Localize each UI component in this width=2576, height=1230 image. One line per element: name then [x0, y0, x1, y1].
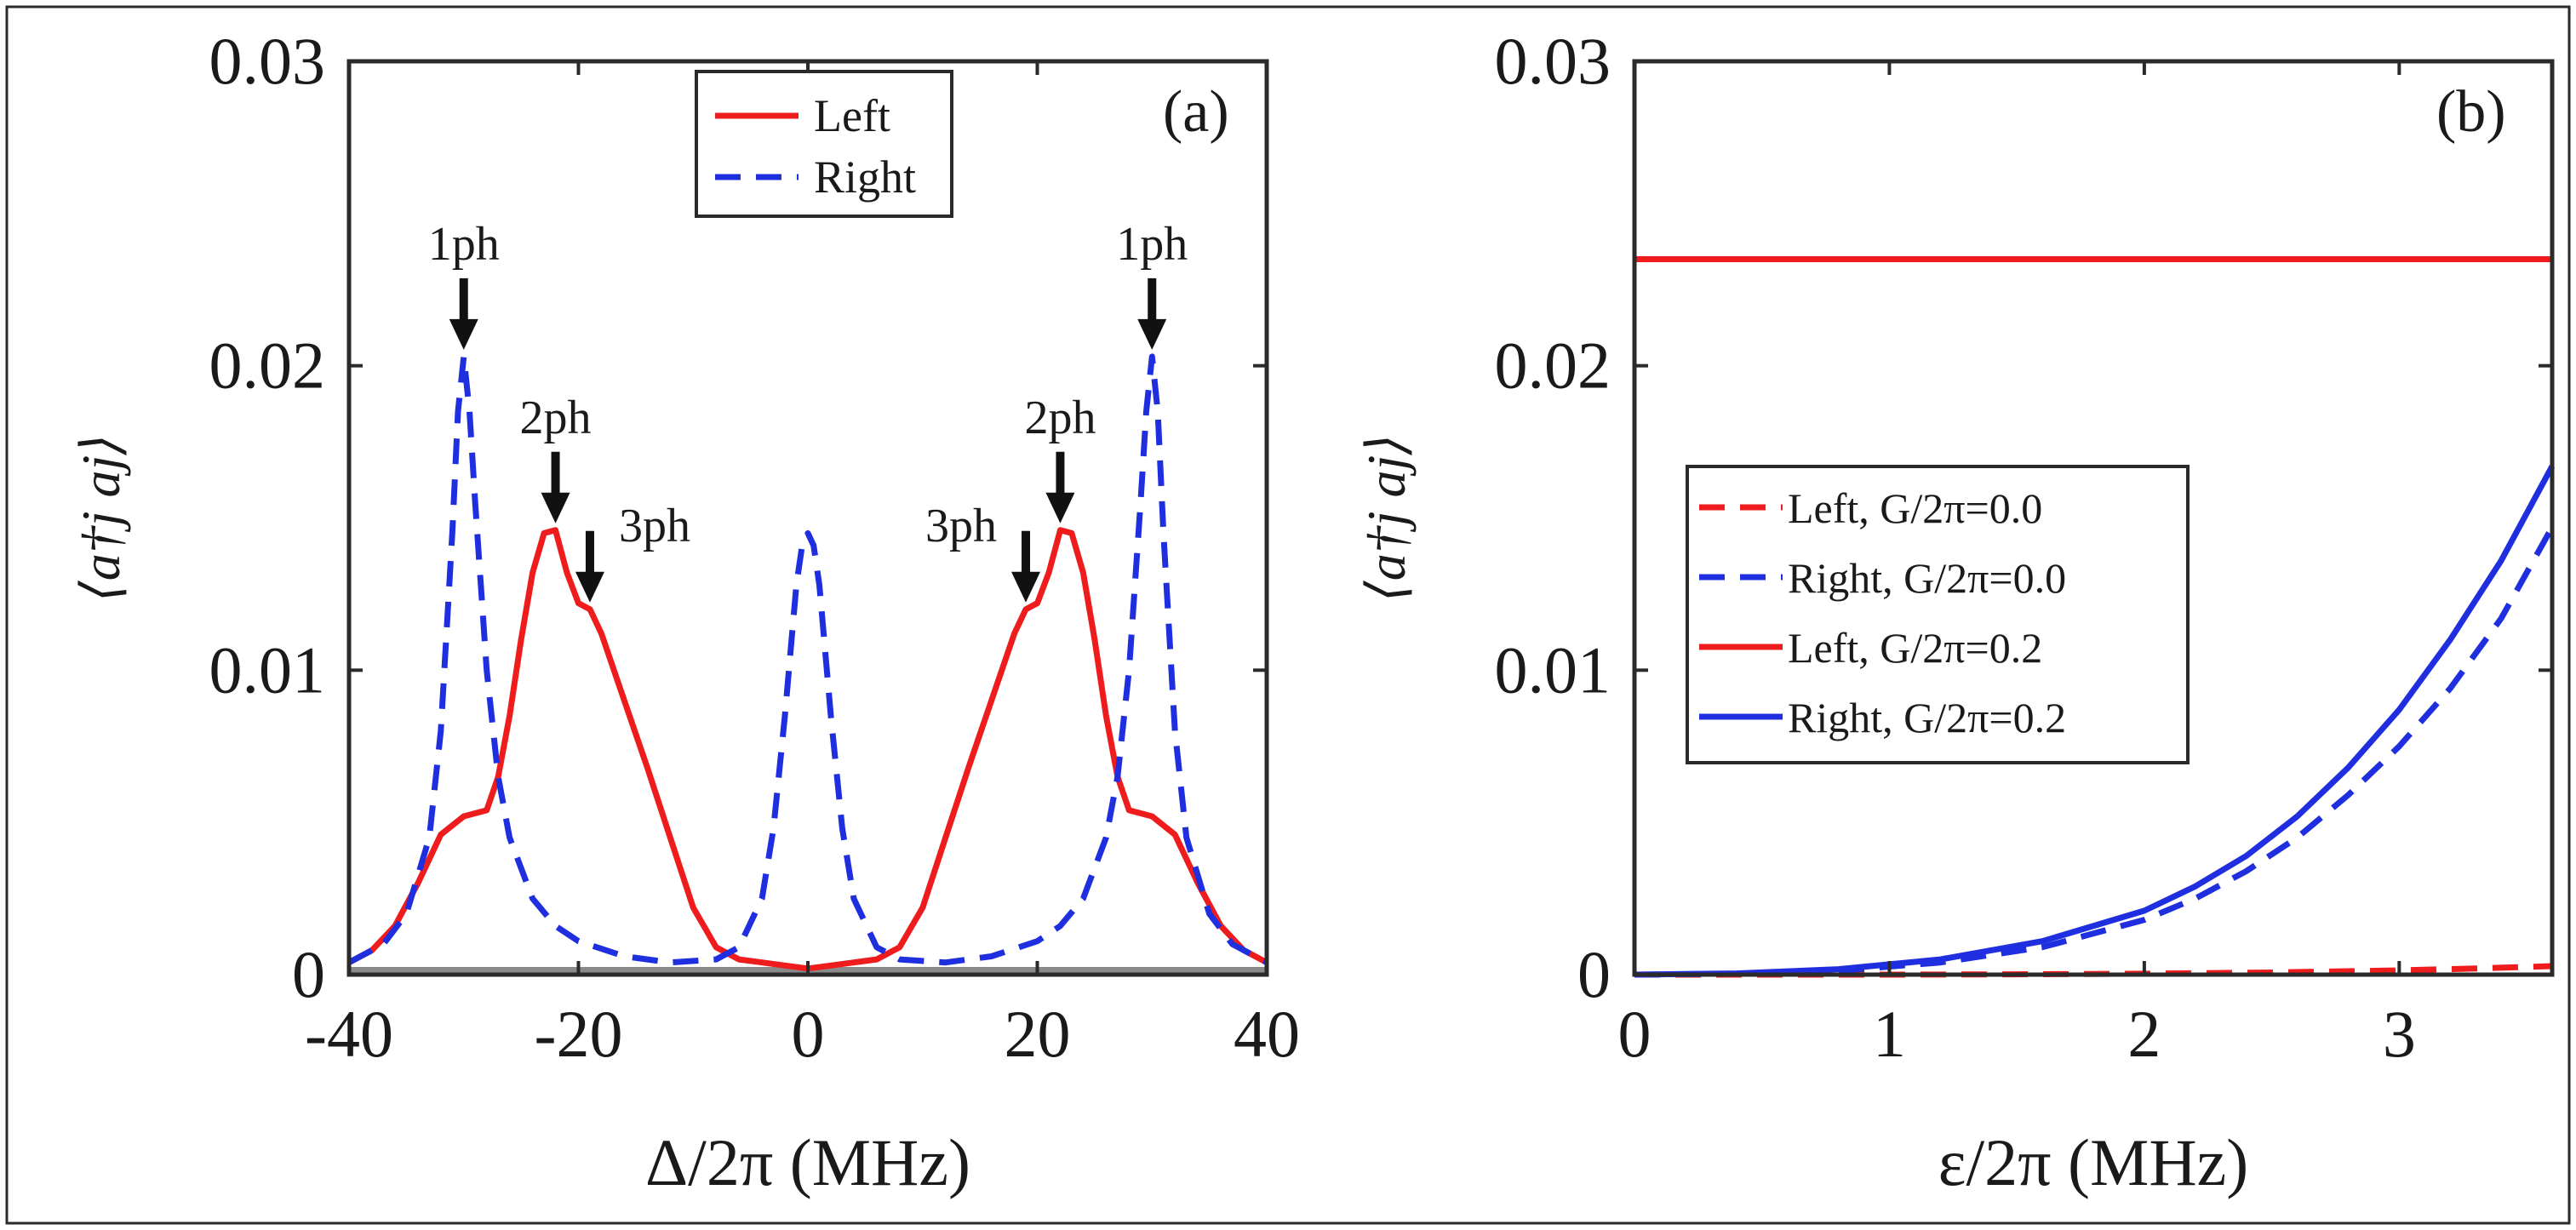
- legend-label-right: Right: [814, 152, 916, 203]
- annotation-arrow-head: [1137, 318, 1167, 350]
- panel-a-x-tick-label: 40: [1234, 997, 1300, 1071]
- panel-a-y-tick-label: 0.02: [209, 329, 326, 403]
- panel-b-chart: 0 1 2 3 0 0.01 0.02 0.03 Left, G/2π=0.0 Right, G…: [1356, 24, 2556, 1199]
- panel-a-x-tick-label: 20: [1005, 997, 1071, 1071]
- panel-a-tag: (a): [1163, 79, 1229, 145]
- panel-b-legend-box: [1686, 465, 2190, 764]
- annotation-arrow-head: [575, 571, 604, 603]
- panel-b-series-4: [1634, 465, 2556, 978]
- panel-a-y-tick-label: 0.01: [209, 632, 326, 707]
- panel-a-y-axis-label: ⟨a†j aj⟩: [71, 434, 131, 603]
- panel-b-x-axis-label: ε/2π (MHz): [1938, 1125, 2249, 1199]
- panel-b-y-tick-label: 0.02: [1495, 329, 1611, 403]
- panel-b-y-axis-label: ⟨a†j aj⟩: [1356, 434, 1417, 603]
- panel-a-ticks: -40 -20 0 20 40 0 0.01 0.02 0.03: [209, 24, 1301, 1071]
- panel-a-legend: Left Right: [695, 70, 953, 218]
- panel-a-legend-box: [695, 70, 953, 218]
- panel-b-x-tick-label: 1: [1873, 997, 1906, 1071]
- panel-a-x-tick-label: -40: [305, 997, 393, 1071]
- annotation-label: 3ph: [925, 500, 997, 552]
- panel-b-legend: Left, G/2π=0.0 Right, G/2π=0.0 Left, G/2π=…: [1686, 465, 2190, 764]
- panel-a-series-group: [347, 353, 1268, 975]
- panel-a-series-left: [347, 527, 1268, 972]
- panel-a-y-tick-label: 0: [292, 937, 325, 1011]
- panel-a-annotations: 1ph 2ph 3ph 3ph 2ph 1ph: [428, 218, 1188, 603]
- annotation-label: 2ph: [1024, 392, 1096, 444]
- panel-a-x-axis-label: Δ/2π (MHz): [645, 1125, 970, 1199]
- panel-a-x-tick-label: 0: [792, 997, 825, 1071]
- legend-label-left: Left: [814, 90, 890, 141]
- annotation-label: 1ph: [428, 218, 500, 271]
- panel-b-y-tick-label: 0.03: [1495, 24, 1611, 98]
- panel-b-legend-label-4: Right, G/2π=0.2: [1788, 694, 2066, 741]
- panel-b-legend-label-2: Right, G/2π=0.0: [1788, 554, 2066, 602]
- panel-a-series-right: [347, 353, 1268, 966]
- panel-a-x-tick-label: -20: [535, 997, 623, 1071]
- annotation-label: 1ph: [1116, 218, 1188, 271]
- panel-a-y-tick-label: 0.03: [209, 24, 326, 98]
- annotation-arrow-head: [1011, 571, 1041, 603]
- figure-border: [5, 5, 2571, 1225]
- annotation-arrow-head: [449, 318, 478, 350]
- panel-a-chart: -40 -20 0 20 40 0 0.01 0.02 0.03 1ph 2ph 3ph 3ph 2ph…: [71, 24, 1300, 1199]
- panel-b-plot-frame: [1632, 59, 2555, 977]
- panel-b-ticks: 0 1 2 3 0 0.01 0.02 0.03: [1495, 24, 2552, 1071]
- panel-b-y-tick-label: 0.01: [1495, 632, 1611, 707]
- annotation-arrow-head: [541, 492, 570, 523]
- panel-b-x-tick-label: 2: [2127, 997, 2161, 1071]
- panel-b-tag: (b): [2436, 79, 2506, 145]
- panel-b-legend-label-1: Left, G/2π=0.0: [1788, 484, 2042, 532]
- annotation-label: 2ph: [520, 392, 592, 444]
- panel-b-y-tick-label: 0: [1577, 937, 1611, 1011]
- panel-b-x-tick-label: 0: [1618, 997, 1652, 1071]
- annotation-label: 3ph: [619, 500, 690, 552]
- annotation-arrow-head: [1045, 492, 1075, 523]
- panel-b-x-tick-label: 3: [2383, 997, 2416, 1071]
- panel-b-legend-label-3: Left, G/2π=0.2: [1788, 624, 2042, 672]
